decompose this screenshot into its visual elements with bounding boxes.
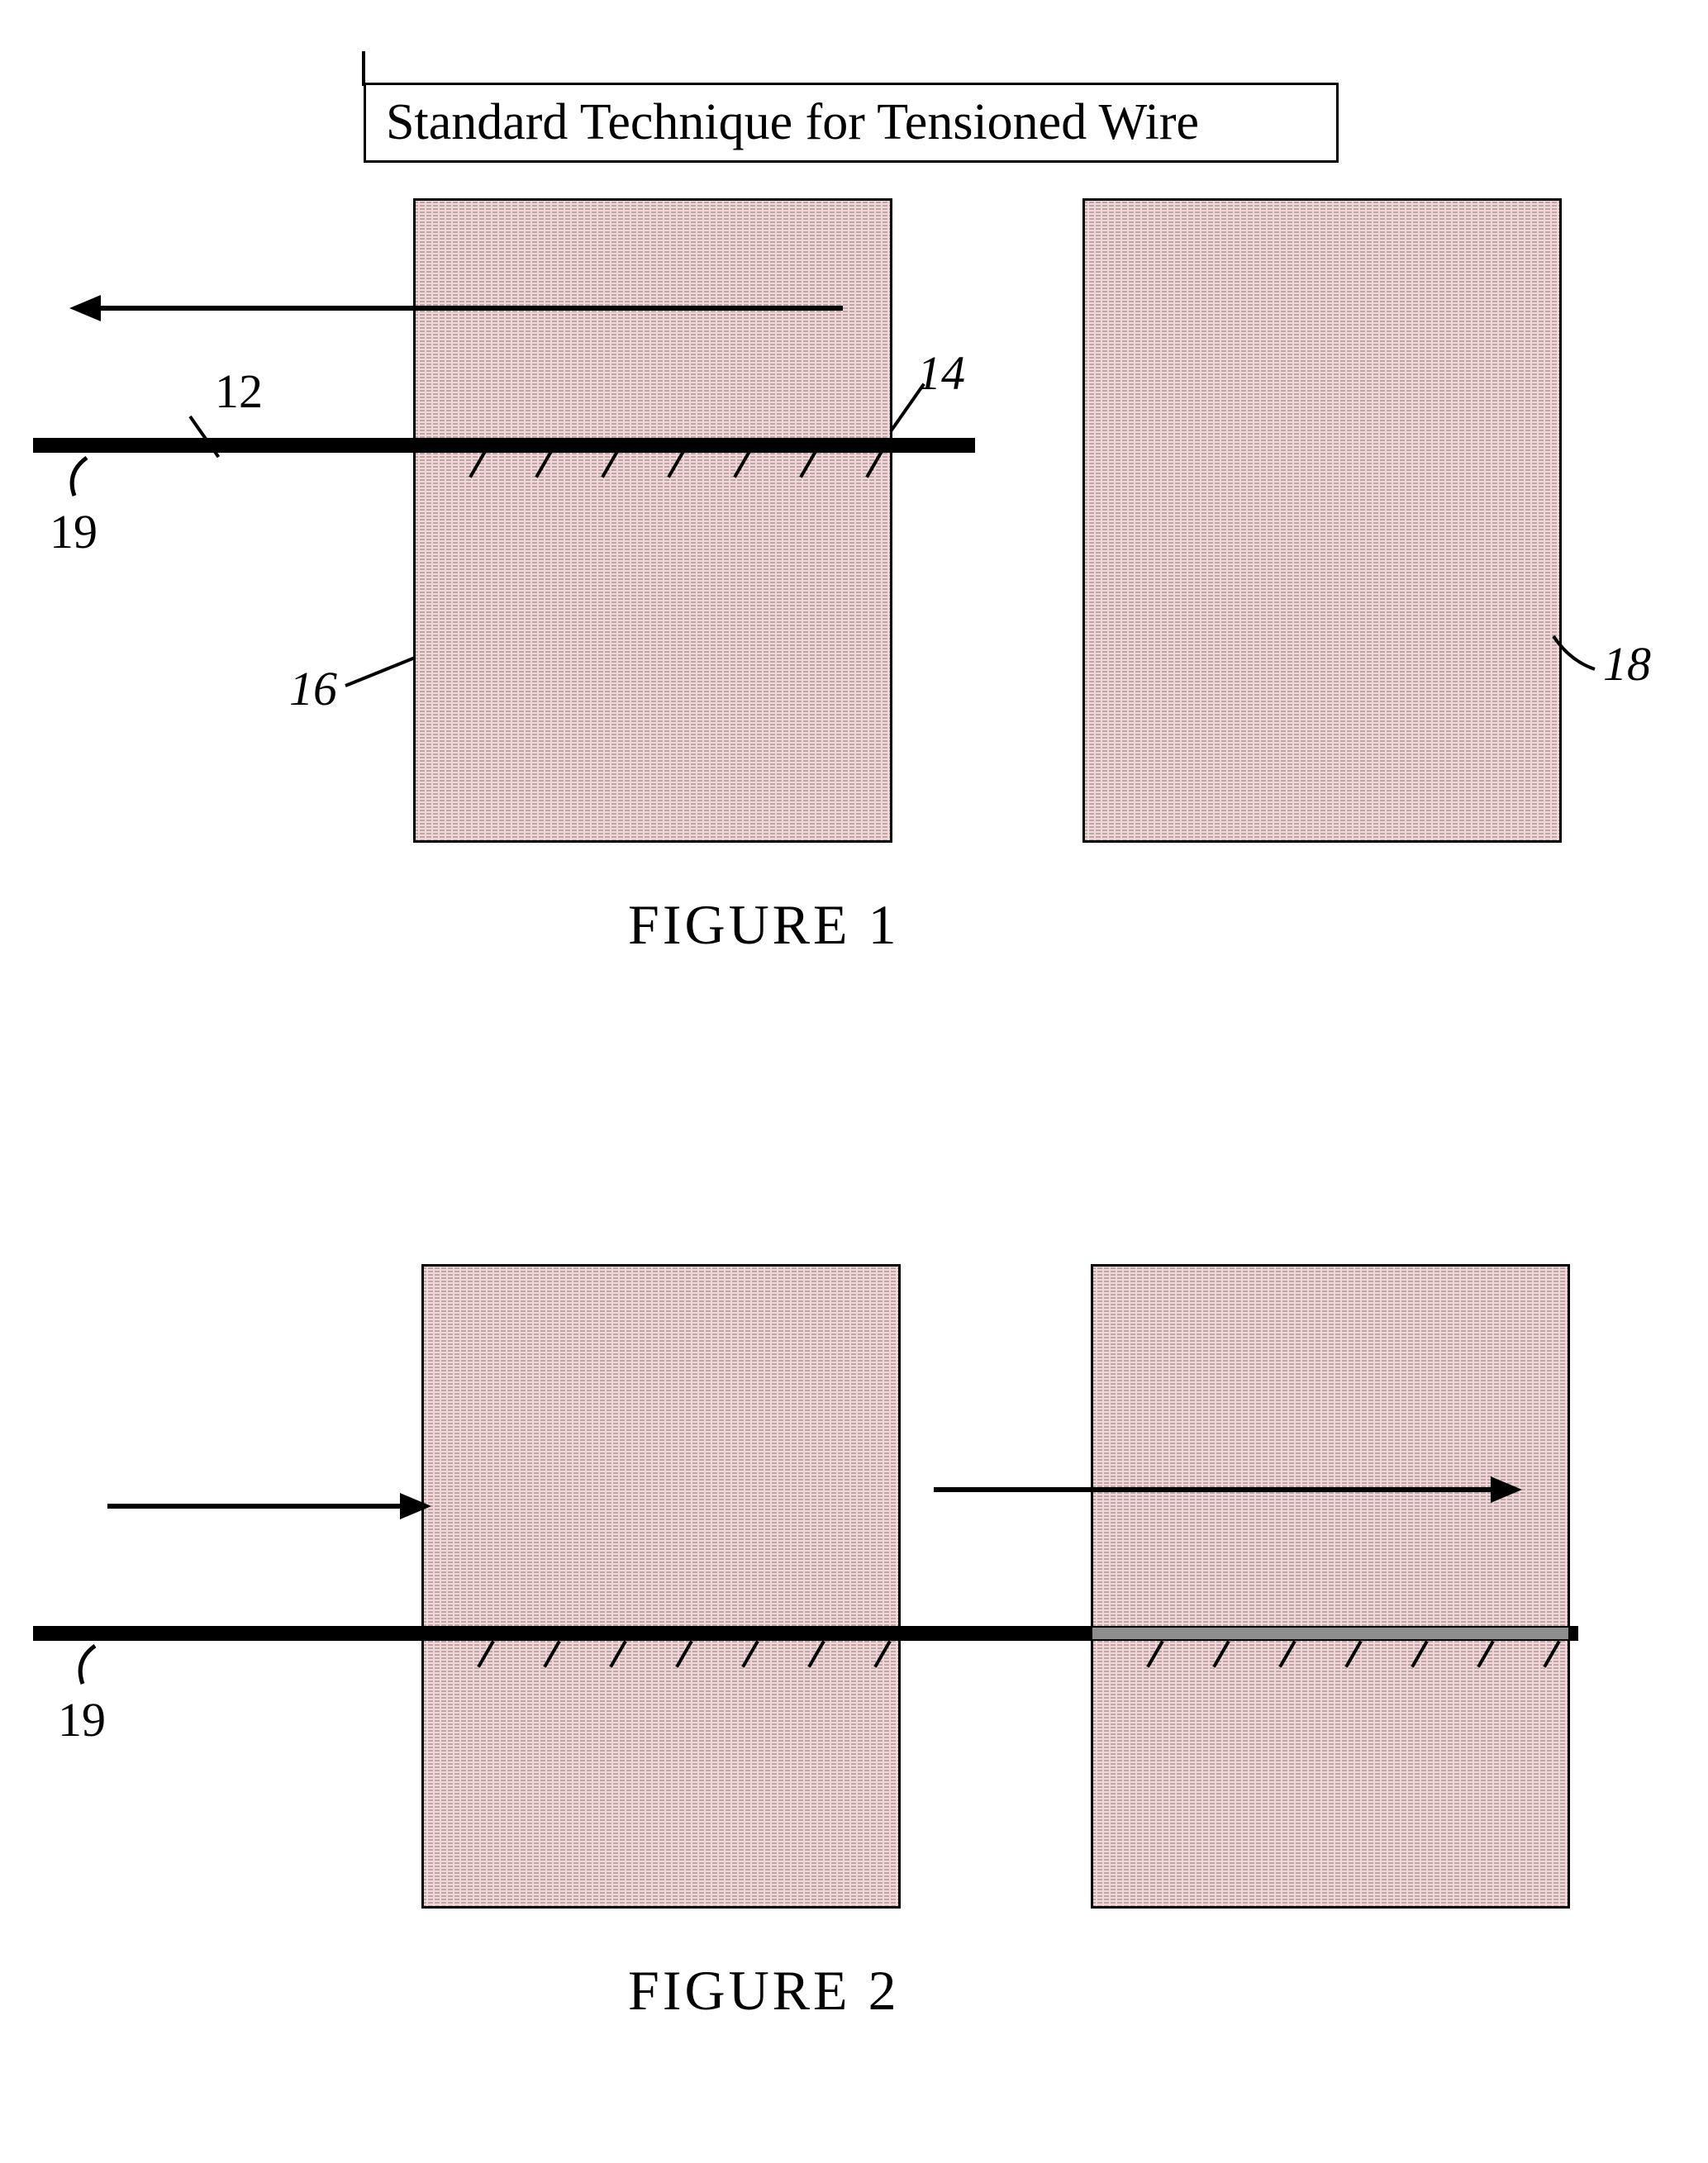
fig2-wire-gray <box>1092 1628 1568 1639</box>
label-18: 18 <box>1603 636 1651 692</box>
fig1-wire <box>33 438 975 453</box>
fig1-arrow-shaft <box>99 306 843 311</box>
fig2-arrow-left-shaft <box>107 1504 405 1509</box>
title-tick <box>362 51 365 86</box>
fig1-block-right <box>1082 198 1562 843</box>
fig2-block-right <box>1091 1264 1570 1909</box>
page: Standard Technique for Tensioned Wire 12… <box>0 0 1708 2163</box>
label-16: 16 <box>289 661 337 716</box>
label-14: 14 <box>917 345 965 401</box>
fig1-block-left <box>413 198 892 843</box>
fig2-block-left <box>421 1264 901 1909</box>
title-box: Standard Technique for Tensioned Wire <box>364 83 1339 163</box>
label-19: 19 <box>50 504 98 559</box>
fig2-arrow-left-head <box>400 1493 431 1519</box>
label-16-lead <box>345 656 415 687</box>
fig1-caption: FIGURE 1 <box>628 892 900 958</box>
fig2-arrow-right-head <box>1491 1476 1522 1503</box>
fig2-label-19: 19 <box>58 1692 106 1747</box>
label-12: 12 <box>215 364 263 419</box>
fig2-arrow-right-shaft <box>934 1487 1496 1492</box>
title-text: Standard Technique for Tensioned Wire <box>386 94 1199 150</box>
fig1-arrow-head <box>69 295 101 321</box>
fig2-caption: FIGURE 2 <box>628 1958 900 2023</box>
